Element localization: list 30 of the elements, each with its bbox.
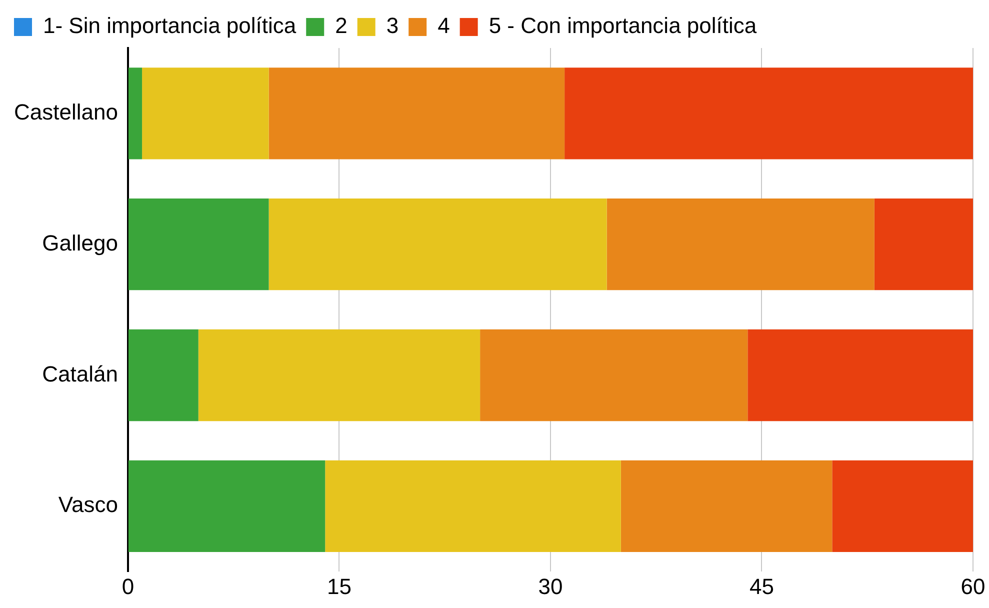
bar bbox=[325, 460, 621, 552]
bar bbox=[832, 460, 973, 552]
bar bbox=[268, 198, 607, 290]
bar bbox=[142, 68, 269, 160]
y-tick-label: Castellano bbox=[14, 100, 118, 125]
bar bbox=[620, 460, 832, 552]
x-tick-label: 15 bbox=[326, 574, 352, 599]
x-tick-label: 60 bbox=[960, 574, 986, 599]
bar bbox=[748, 329, 973, 422]
bar bbox=[128, 68, 142, 160]
legend-label: 2 bbox=[335, 13, 348, 38]
y-tick-label: Gallego bbox=[42, 230, 118, 256]
bar bbox=[874, 198, 973, 290]
legend-label: 5 - Con importancia política bbox=[488, 13, 758, 38]
bar bbox=[606, 198, 874, 290]
bar bbox=[268, 68, 565, 160]
bar bbox=[480, 329, 748, 422]
bar bbox=[128, 460, 326, 552]
x-tick-label: 45 bbox=[749, 574, 774, 599]
bar bbox=[198, 329, 480, 422]
bar bbox=[564, 68, 973, 160]
x-tick-label: 0 bbox=[122, 574, 134, 599]
x-tick-label: 30 bbox=[538, 574, 563, 599]
legend-label: 1- Sin importancia política bbox=[43, 13, 297, 38]
bar bbox=[128, 329, 198, 422]
bar bbox=[128, 198, 269, 290]
y-tick-label: Catalán bbox=[42, 361, 118, 386]
y-tick-label: Vasco bbox=[58, 492, 118, 518]
legend-label: 4 bbox=[438, 13, 450, 38]
legend-label: 3 bbox=[386, 13, 399, 38]
